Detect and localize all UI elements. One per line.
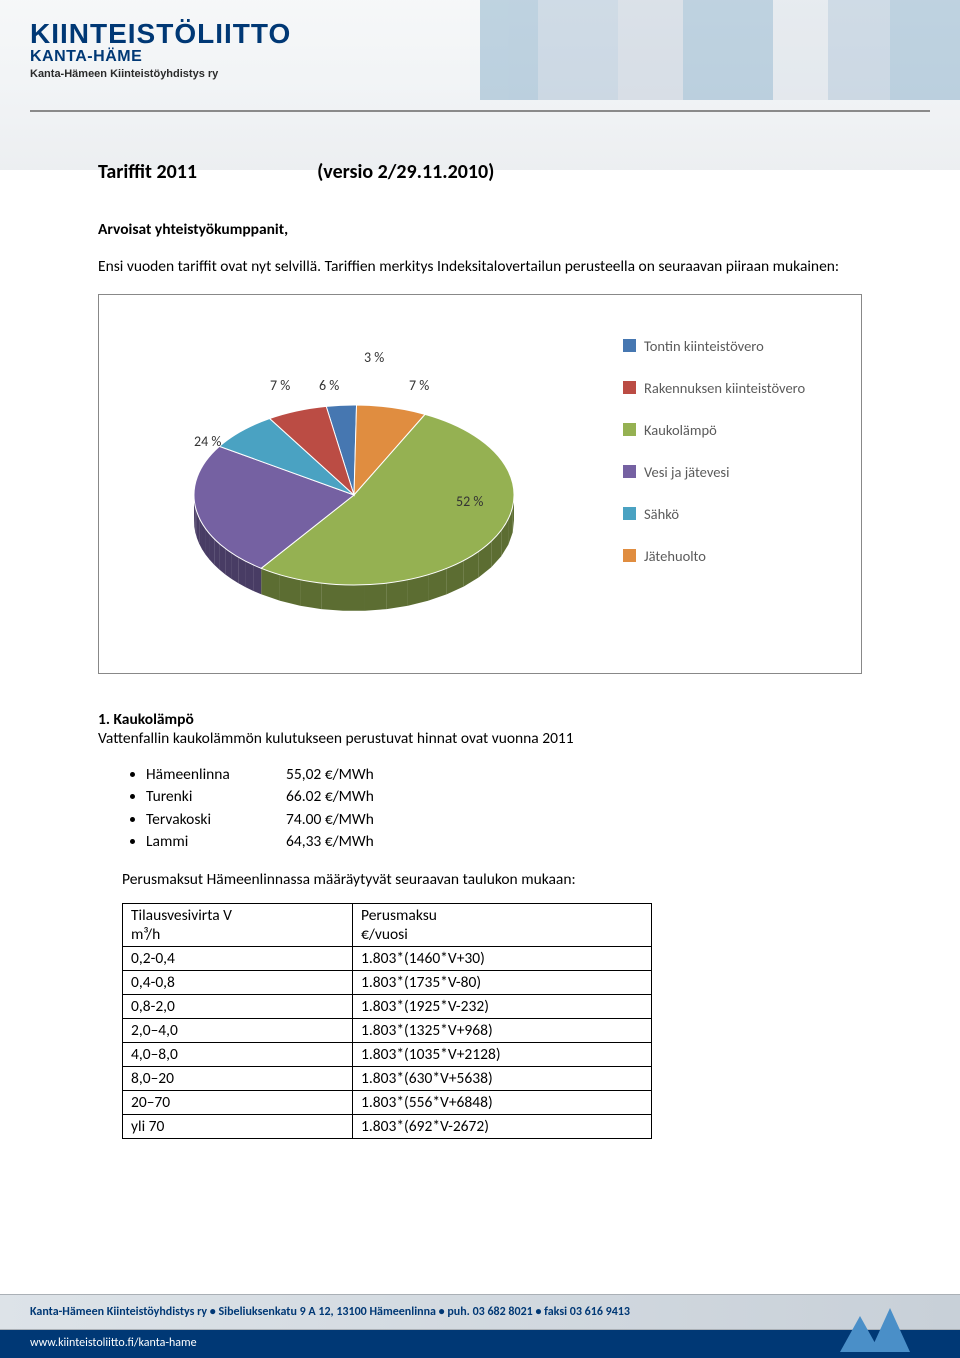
table-row: 8,0–201.803*(630*V+5638) [123,1066,652,1090]
pie-svg [164,325,544,645]
cell-range: 8,0–20 [123,1066,353,1090]
table-row: 20–701.803*(556*V+6848) [123,1090,652,1114]
table-header-row: Tilausvesivirta V m³/h Perusmaksu €/vuos… [123,903,652,946]
list-item: Hämeenlinna55,02 €/MWh [146,764,862,786]
cell-formula: 1.803*(1325*V+968) [353,1018,652,1042]
pie-pct-label: 7 % [409,377,429,394]
item-name: Lammi [146,831,286,853]
pie-pct-label: 6 % [319,377,339,394]
logo-line2: KANTA-HÄME [30,48,960,66]
th-col2: Perusmaksu €/vuosi [353,903,652,946]
item-price: 66.02 €/MWh [286,787,374,806]
item-price: 74.00 €/MWh [286,810,374,829]
th-c1b: m³/h [131,925,344,944]
legend-item: Tontin kiinteistövero [623,337,833,355]
pie-pct-label: 24 % [194,433,221,450]
cell-formula: 1.803*(1035*V+2128) [353,1042,652,1066]
item-name: Hämeenlinna [146,764,286,786]
cell-formula: 1.803*(1460*V+30) [353,946,652,970]
list-item: Tervakoski74.00 €/MWh [146,809,862,831]
footer-arrows-icon [830,1296,920,1352]
cell-range: 0,8-2,0 [123,994,353,1018]
legend-item: Kaukolämpö [623,421,833,439]
legend-item: Sähkö [623,505,833,523]
item-price: 64,33 €/MWh [286,832,374,851]
th-col1: Tilausvesivirta V m³/h [123,903,353,946]
legend-item: Jätehuolto [623,547,833,565]
footer-line1: Kanta-Hämeen Kiinteistöyhdistys ry • Sib… [30,1305,630,1319]
pie-wrap: 3 % 6 % 52 % 24 % 7 % 7 % [164,325,544,645]
table-intro: Perusmaksut Hämeenlinnassa määräytyvät s… [122,870,862,891]
section1-num: 1. [98,710,110,729]
header-rule [30,110,930,112]
legend-swatch [623,423,636,436]
pie-pct-label: 52 % [456,493,483,510]
cell-formula: 1.803*(1735*V-80) [353,970,652,994]
intro-text: Ensi vuoden tariffit ovat nyt selvillä. … [98,257,862,278]
footer-info: Kanta-Hämeen Kiinteistöyhdistys ry • Sib… [0,1294,960,1330]
greeting: Arvoisat yhteistyökumppanit, [98,220,862,239]
cell-formula: 1.803*(556*V+6848) [353,1090,652,1114]
item-name: Turenki [146,786,286,808]
table-row: 0,4-0,81.803*(1735*V-80) [123,970,652,994]
cell-range: 2,0–4,0 [123,1018,353,1042]
legend-label: Sähkö [644,505,679,523]
legend-label: Tontin kiinteistövero [644,337,764,355]
table-row: yli 701.803*(692*V-2672) [123,1114,652,1138]
table-row: 0,8-2,01.803*(1925*V-232) [123,994,652,1018]
legend-item: Vesi ja jätevesi [623,463,833,481]
legend-swatch [623,507,636,520]
footer-url-bar: www.kiinteistoliitto.fi/kanta-hame [0,1330,960,1358]
table-row: 2,0–4,01.803*(1325*V+968) [123,1018,652,1042]
pie-pct-label: 3 % [364,349,384,366]
legend-item: Rakennuksen kiinteistövero [623,379,833,397]
logo-line1: KIINTEISTÖLIITTO [30,18,960,50]
main-content: Tariffit 2011 (versio 2/29.11.2010) Arvo… [98,160,862,1139]
logo-line3: Kanta-Hämeen Kiinteistöyhdistys ry [30,68,960,80]
pie-chart-frame: 3 % 6 % 52 % 24 % 7 % 7 % Tontin kiinteistöve… [98,294,862,674]
cell-formula: 1.803*(1925*V-232) [353,994,652,1018]
section1-heading: 1. Kaukolämpö [98,710,862,729]
doc-title: Tariffit 2011 [98,160,197,184]
cell-range: 0,4-0,8 [123,970,353,994]
cell-range: 4,0–8,0 [123,1042,353,1066]
chart-legend: Tontin kiinteistövero Rakennuksen kiintei… [623,337,833,589]
legend-swatch [623,549,636,562]
legend-swatch [623,465,636,478]
item-price: 55,02 €/MWh [286,765,374,784]
title-row: Tariffit 2011 (versio 2/29.11.2010) [98,160,862,184]
legend-label: Jätehuolto [644,547,706,565]
legend-swatch [623,339,636,352]
footer-url: www.kiinteistoliitto.fi/kanta-hame [30,1336,197,1350]
page-header: KIINTEISTÖLIITTO KANTA-HÄME Kanta-Hämeen… [0,0,960,110]
cell-formula: 1.803*(692*V-2672) [353,1114,652,1138]
doc-version: (versio 2/29.11.2010) [317,160,494,184]
th-c1a: Tilausvesivirta V [131,906,344,925]
th-c2b: €/vuosi [361,925,643,944]
legend-label: Kaukolämpö [644,421,717,439]
pie-pct-label: 7 % [270,377,290,394]
cell-range: 20–70 [123,1090,353,1114]
list-item: Lammi64,33 €/MWh [146,831,862,853]
legend-label: Rakennuksen kiinteistövero [644,379,805,397]
page-footer: Kanta-Hämeen Kiinteistöyhdistys ry • Sib… [0,1294,960,1358]
section1-title: Kaukolämpö [114,710,194,729]
item-name: Tervakoski [146,809,286,831]
cell-range: yli 70 [123,1114,353,1138]
table-row: 0,2-0,41.803*(1460*V+30) [123,946,652,970]
table-row: 4,0–8,01.803*(1035*V+2128) [123,1042,652,1066]
section1-text: Vattenfallin kaukolämmön kulutukseen per… [98,729,862,750]
price-list: Hämeenlinna55,02 €/MWhTurenki66.02 €/MWh… [146,764,862,854]
cell-range: 0,2-0,4 [123,946,353,970]
th-c2a: Perusmaksu [361,906,643,925]
legend-swatch [623,381,636,394]
fee-table: Tilausvesivirta V m³/h Perusmaksu €/vuos… [122,903,652,1139]
list-item: Turenki66.02 €/MWh [146,786,862,808]
legend-label: Vesi ja jätevesi [644,463,729,481]
cell-formula: 1.803*(630*V+5638) [353,1066,652,1090]
